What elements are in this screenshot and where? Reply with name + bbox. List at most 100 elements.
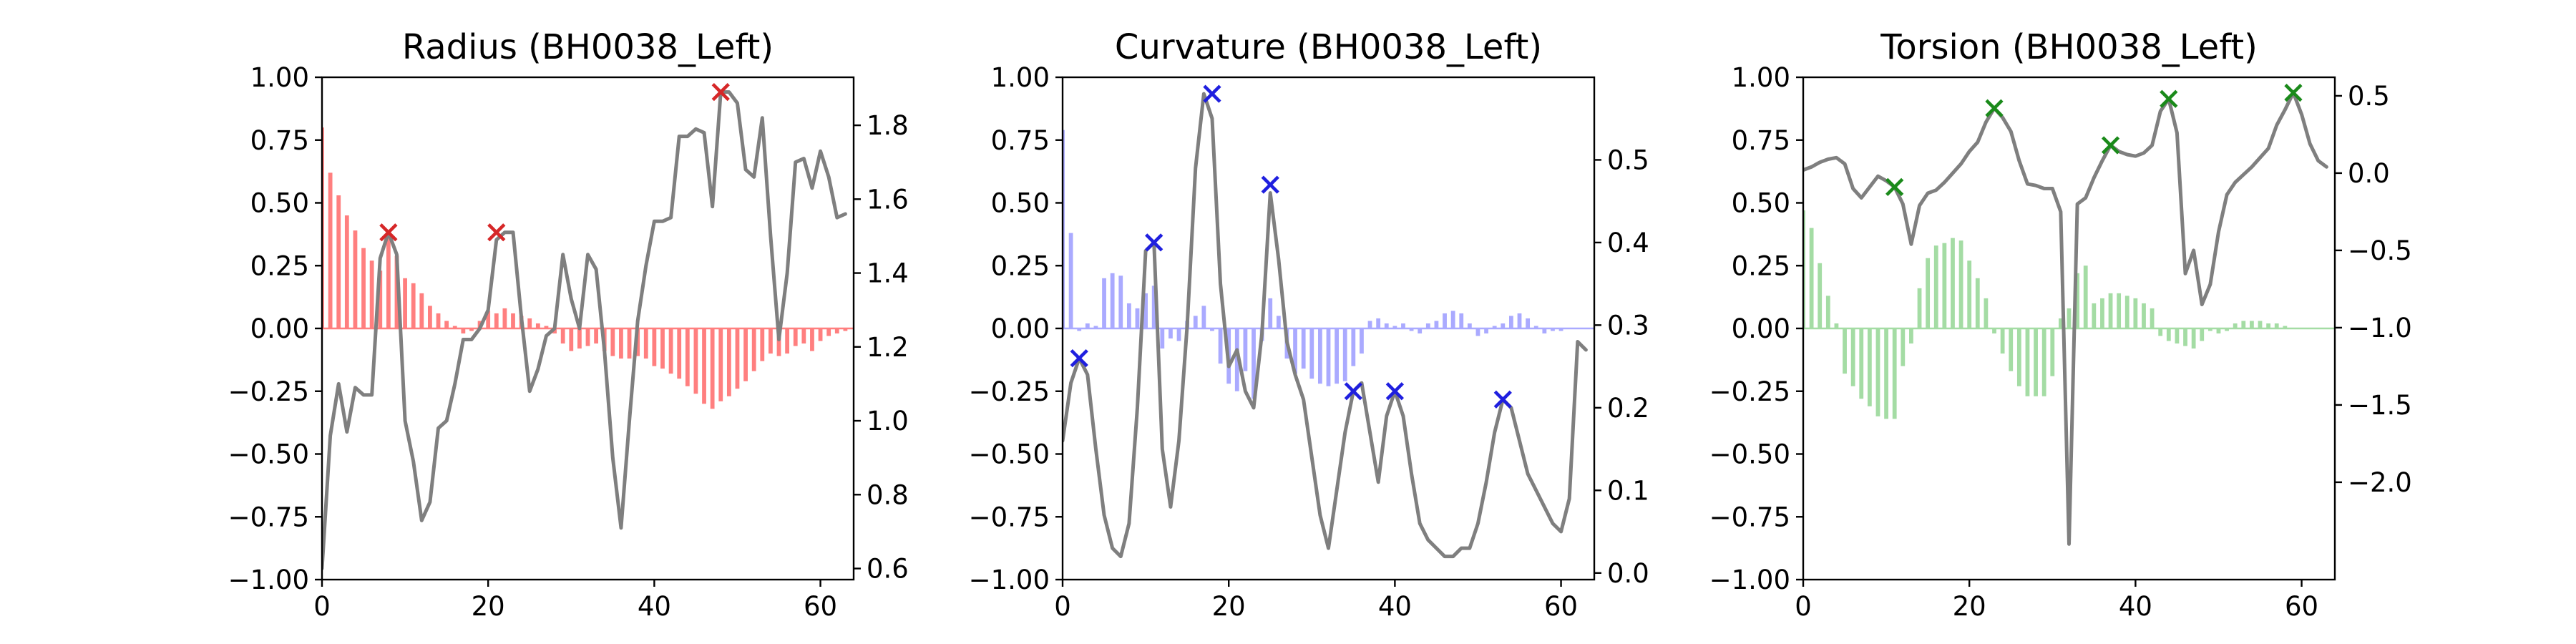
bar bbox=[560, 328, 565, 344]
chart-title: Torsion (BH0038_Left) bbox=[1880, 27, 2258, 67]
x-marker bbox=[1145, 233, 1163, 252]
bar bbox=[1958, 240, 1963, 328]
y-tick-label: 0.50 bbox=[1732, 188, 1790, 219]
x-tick-label: 40 bbox=[1378, 591, 1412, 622]
x-tick-label: 40 bbox=[2119, 591, 2152, 622]
chart-panel-1: −1.00−0.75−0.50−0.250.000.250.500.751.00… bbox=[228, 27, 909, 622]
bar bbox=[1160, 328, 1165, 349]
bar bbox=[1276, 316, 1281, 328]
bar bbox=[1434, 321, 1439, 328]
bar bbox=[1917, 288, 1922, 328]
bar bbox=[1234, 328, 1239, 391]
bar bbox=[776, 328, 781, 356]
bar bbox=[1867, 328, 1872, 406]
y2-tick-label: 0.5 bbox=[2348, 81, 2390, 112]
chart-title: Curvature (BH0038_Left) bbox=[1115, 27, 1542, 67]
bar bbox=[685, 328, 690, 386]
bar bbox=[1501, 323, 1506, 328]
bar bbox=[2191, 328, 2196, 349]
bar bbox=[751, 328, 756, 371]
bar bbox=[2241, 321, 2246, 328]
bar bbox=[2233, 323, 2238, 328]
x-marker bbox=[1070, 348, 1088, 368]
marker-series bbox=[1070, 84, 1512, 409]
x-tick-label: 20 bbox=[1212, 591, 1246, 622]
bar bbox=[1975, 278, 1980, 328]
x-marker bbox=[1385, 382, 1405, 401]
bar bbox=[1834, 323, 1839, 328]
plot-area bbox=[1803, 91, 2335, 546]
bar bbox=[785, 328, 790, 354]
bar bbox=[619, 328, 623, 359]
bar bbox=[411, 283, 416, 328]
bar bbox=[2175, 328, 2180, 344]
bar bbox=[444, 321, 449, 328]
bar bbox=[394, 255, 399, 328]
bar bbox=[336, 195, 341, 328]
bar bbox=[1193, 316, 1198, 328]
chart-panel-3: −1.00−0.75−0.50−0.250.000.250.500.751.00… bbox=[1709, 27, 2412, 622]
bar bbox=[2225, 328, 2229, 331]
bar bbox=[403, 278, 407, 328]
x-marker bbox=[711, 83, 730, 102]
bar bbox=[1367, 321, 1372, 328]
bar-series bbox=[1063, 130, 1589, 399]
bar bbox=[569, 328, 574, 351]
bar bbox=[361, 248, 366, 328]
bar bbox=[2207, 328, 2212, 331]
y2-tick-label: −1.0 bbox=[2348, 313, 2412, 343]
bar bbox=[1809, 228, 1814, 328]
y-tick-label: 0.75 bbox=[1732, 125, 1790, 156]
bar bbox=[535, 323, 540, 328]
bar bbox=[2266, 323, 2271, 328]
bar bbox=[1409, 328, 1414, 331]
bar bbox=[1326, 328, 1331, 386]
x-marker bbox=[1885, 177, 1904, 196]
bar bbox=[486, 311, 491, 328]
bar bbox=[328, 172, 333, 328]
bar bbox=[2034, 328, 2038, 396]
bar bbox=[735, 328, 740, 389]
bar bbox=[810, 328, 814, 351]
bar bbox=[677, 328, 682, 379]
bar bbox=[2016, 328, 2021, 386]
chart-title: Radius (BH0038_Left) bbox=[402, 27, 774, 67]
bar bbox=[344, 215, 349, 328]
trace-line bbox=[322, 90, 847, 571]
y2-tick-label: −2.0 bbox=[2348, 467, 2412, 498]
bar bbox=[1803, 210, 1805, 328]
bar bbox=[702, 328, 706, 404]
bar bbox=[1309, 328, 1314, 379]
bar bbox=[1875, 328, 1880, 416]
x-marker bbox=[1261, 175, 1279, 194]
y-tick-label: 0.00 bbox=[250, 313, 309, 344]
bar bbox=[2142, 303, 2146, 328]
bar bbox=[502, 308, 507, 328]
bar bbox=[461, 328, 466, 334]
bar bbox=[1243, 328, 1248, 371]
bar bbox=[527, 318, 532, 328]
bar bbox=[1126, 303, 1131, 328]
bar bbox=[1118, 275, 1123, 328]
bar bbox=[1892, 328, 1897, 419]
bar bbox=[1351, 328, 1356, 366]
y-tick-label: −1.00 bbox=[969, 565, 1050, 595]
bar bbox=[718, 328, 723, 401]
bar bbox=[1884, 328, 1888, 419]
bar bbox=[2000, 328, 2005, 354]
y2-tick-label: 1.0 bbox=[867, 406, 909, 436]
plot-area bbox=[322, 90, 854, 571]
bar bbox=[2100, 298, 2104, 328]
bar bbox=[511, 313, 515, 328]
bar bbox=[1418, 328, 1423, 334]
bar bbox=[1068, 233, 1073, 328]
y-tick-label: 1.00 bbox=[991, 62, 1050, 93]
y-tick-label: 0.00 bbox=[1732, 313, 1790, 344]
bar bbox=[2050, 328, 2055, 376]
bar bbox=[1135, 308, 1140, 328]
y-tick-label: −0.25 bbox=[228, 376, 309, 407]
bar bbox=[793, 328, 798, 346]
bar bbox=[668, 328, 673, 374]
bar bbox=[2117, 293, 2122, 328]
bar bbox=[577, 328, 582, 349]
